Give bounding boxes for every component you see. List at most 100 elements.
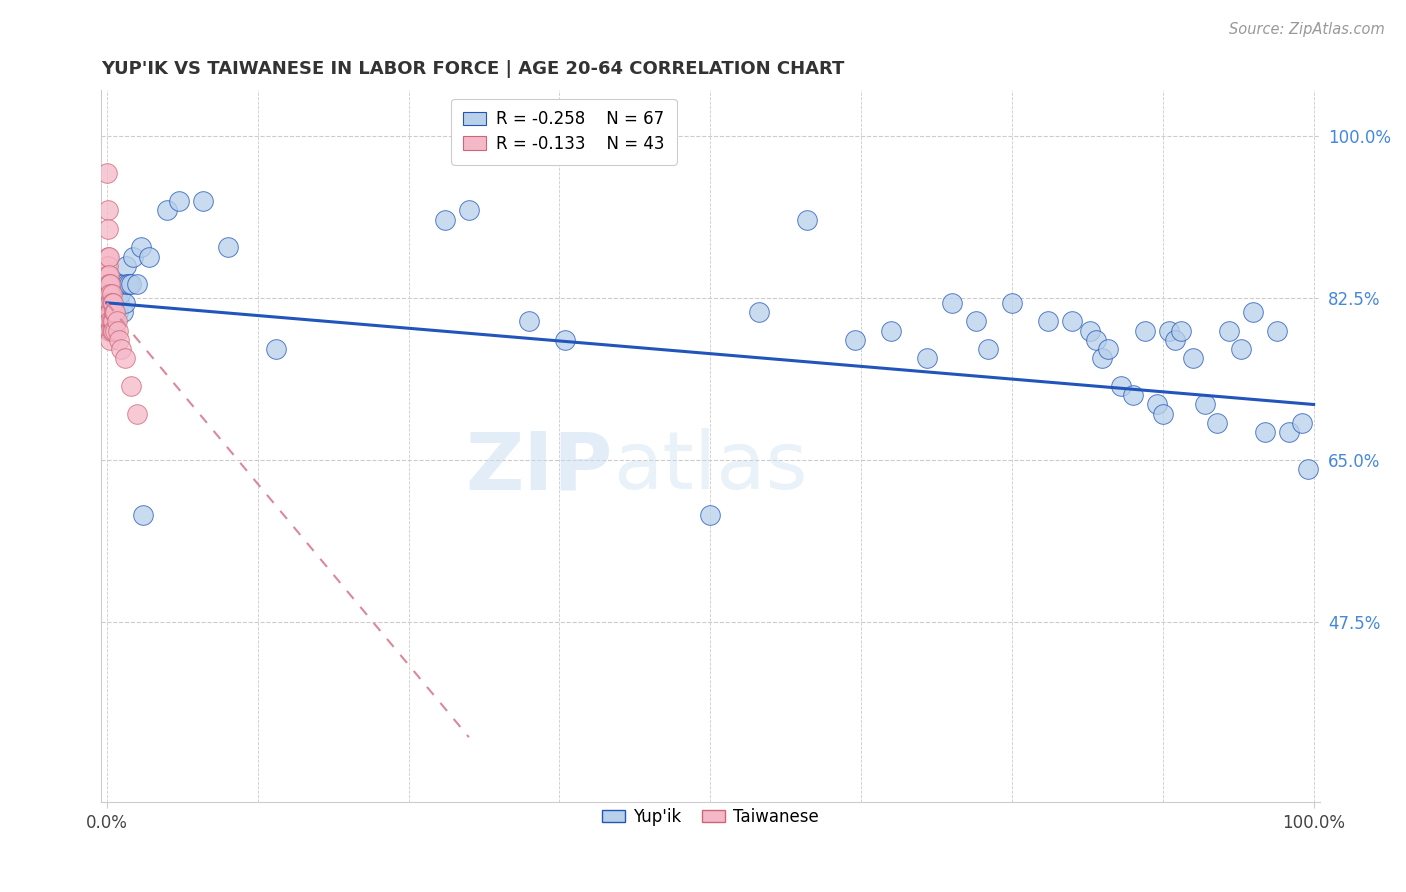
Point xyxy=(100,286,122,301)
Point xyxy=(120,277,142,292)
Point xyxy=(101,295,124,310)
Point xyxy=(115,259,138,273)
Point xyxy=(97,268,120,282)
Point xyxy=(125,277,148,292)
Point xyxy=(1296,462,1319,476)
Point xyxy=(100,277,122,292)
Point xyxy=(97,277,120,292)
Point xyxy=(110,277,132,292)
Point xyxy=(554,333,576,347)
Point xyxy=(1085,333,1108,347)
Point xyxy=(1206,416,1229,430)
Point xyxy=(96,166,118,180)
Point xyxy=(97,259,120,273)
Point xyxy=(98,295,121,310)
Point xyxy=(98,305,121,319)
Point xyxy=(114,351,136,366)
Point xyxy=(125,407,148,421)
Point xyxy=(156,203,179,218)
Point xyxy=(977,342,1000,356)
Point xyxy=(1254,425,1277,440)
Text: atlas: atlas xyxy=(613,428,807,507)
Point xyxy=(1230,342,1253,356)
Point xyxy=(1157,324,1180,338)
Point xyxy=(1133,324,1156,338)
Point xyxy=(104,286,127,301)
Point xyxy=(1109,379,1132,393)
Point xyxy=(98,295,121,310)
Point xyxy=(107,305,129,319)
Point xyxy=(101,286,124,301)
Point xyxy=(844,333,866,347)
Point xyxy=(122,250,145,264)
Point xyxy=(105,314,128,328)
Point xyxy=(100,324,122,338)
Point xyxy=(517,314,540,328)
Point xyxy=(699,508,721,523)
Point xyxy=(217,240,239,254)
Point xyxy=(114,295,136,310)
Legend: Yup'ik, Taiwanese: Yup'ik, Taiwanese xyxy=(595,801,825,833)
Point xyxy=(108,295,131,310)
Point xyxy=(103,295,125,310)
Point xyxy=(98,250,121,264)
Point xyxy=(1080,324,1102,338)
Point xyxy=(1241,305,1264,319)
Point xyxy=(100,314,122,328)
Point xyxy=(97,277,120,292)
Point xyxy=(1170,324,1192,338)
Point xyxy=(100,295,122,310)
Point xyxy=(108,333,131,347)
Point xyxy=(117,277,139,292)
Point xyxy=(1278,425,1301,440)
Point xyxy=(193,194,215,209)
Point xyxy=(103,305,125,319)
Point xyxy=(138,250,160,264)
Point xyxy=(98,277,121,292)
Point xyxy=(965,314,987,328)
Point xyxy=(1001,295,1024,310)
Point xyxy=(112,277,135,292)
Point xyxy=(98,324,121,338)
Point xyxy=(100,286,122,301)
Point xyxy=(169,194,191,209)
Point xyxy=(917,351,939,366)
Point xyxy=(104,305,127,319)
Point xyxy=(132,508,155,523)
Point xyxy=(1146,397,1168,411)
Point xyxy=(1181,351,1204,366)
Point xyxy=(1062,314,1084,328)
Point xyxy=(120,379,142,393)
Point xyxy=(98,286,121,301)
Point xyxy=(433,212,456,227)
Point xyxy=(1164,333,1187,347)
Point xyxy=(105,286,128,301)
Point xyxy=(98,295,121,310)
Point xyxy=(796,212,818,227)
Point xyxy=(1267,324,1289,338)
Point xyxy=(100,305,122,319)
Text: YUP'IK VS TAIWANESE IN LABOR FORCE | AGE 20-64 CORRELATION CHART: YUP'IK VS TAIWANESE IN LABOR FORCE | AGE… xyxy=(101,60,844,78)
Point xyxy=(458,203,481,218)
Point xyxy=(747,305,769,319)
Point xyxy=(1097,342,1119,356)
Text: Source: ZipAtlas.com: Source: ZipAtlas.com xyxy=(1229,22,1385,37)
Point xyxy=(880,324,903,338)
Point xyxy=(100,333,122,347)
Point xyxy=(98,268,121,282)
Text: ZIP: ZIP xyxy=(465,428,613,507)
Point xyxy=(941,295,963,310)
Point xyxy=(1218,324,1240,338)
Point xyxy=(264,342,287,356)
Point xyxy=(107,324,129,338)
Point xyxy=(97,203,120,218)
Point xyxy=(97,222,120,236)
Point xyxy=(100,295,122,310)
Point xyxy=(1122,388,1144,402)
Point xyxy=(100,324,122,338)
Point xyxy=(1036,314,1059,328)
Point xyxy=(117,277,139,292)
Point xyxy=(1091,351,1114,366)
Point xyxy=(1152,407,1174,421)
Point xyxy=(104,324,127,338)
